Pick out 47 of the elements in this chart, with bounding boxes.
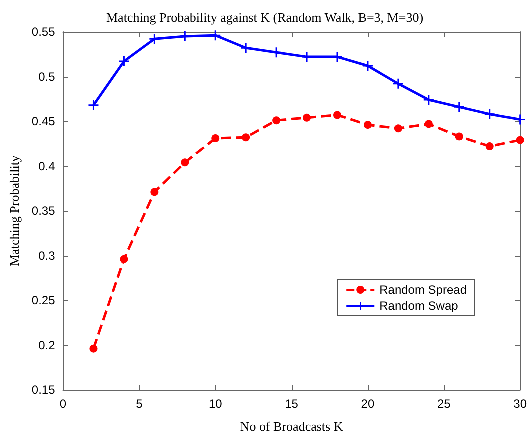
- point: [515, 114, 526, 125]
- y-tick-label: 0.55: [32, 25, 56, 39]
- y-tick-label: 0.4: [38, 159, 56, 174]
- point: [516, 136, 524, 144]
- point: [119, 56, 130, 67]
- point: [486, 142, 494, 151]
- y-tick-label: 0.2: [38, 338, 56, 352]
- point: [303, 114, 312, 122]
- y-tick-label: 0.35: [32, 204, 56, 218]
- y-tick-label: 0.25: [32, 294, 56, 308]
- y-tick-label: 0.45: [32, 114, 56, 128]
- point: [150, 188, 159, 196]
- y-tick-label: 0.5: [38, 70, 56, 84]
- point: [181, 158, 190, 167]
- y-tick-label: 0.15: [32, 383, 56, 397]
- legend-label: Random Swap: [380, 299, 459, 313]
- point: [364, 121, 372, 130]
- x-axis-title: No of Broadcasts K: [240, 419, 344, 434]
- point: [454, 102, 464, 112]
- chart-title: Matching Probability against K (Random Walk, B=3, M=30): [106, 10, 424, 25]
- point: [241, 43, 252, 54]
- point: [334, 111, 342, 120]
- y-axis-title: Matching Probability: [7, 155, 22, 266]
- point: [120, 255, 128, 264]
- point: [424, 120, 433, 128]
- point: [484, 109, 495, 120]
- legend-label: Random Spread: [380, 283, 468, 297]
- point: [88, 100, 99, 110]
- point: [393, 78, 404, 89]
- point: [272, 116, 281, 125]
- point: [242, 134, 250, 142]
- y-tick-label: 0.3: [38, 248, 56, 263]
- point: [90, 344, 98, 353]
- x-tick-label: 15: [285, 397, 299, 411]
- point: [394, 124, 402, 133]
- point: [150, 34, 160, 44]
- x-tick-label: 10: [208, 397, 223, 411]
- point: [212, 134, 220, 143]
- x-tick-label: 5: [136, 397, 144, 411]
- x-tick-label: 25: [437, 397, 452, 411]
- x-tick-label: 20: [361, 397, 375, 411]
- point: [455, 132, 464, 141]
- x-tick-label: 30: [514, 397, 528, 411]
- x-tick-label: 0: [60, 397, 67, 411]
- point: [424, 95, 434, 106]
- point: [272, 48, 282, 58]
- point: [362, 61, 373, 72]
